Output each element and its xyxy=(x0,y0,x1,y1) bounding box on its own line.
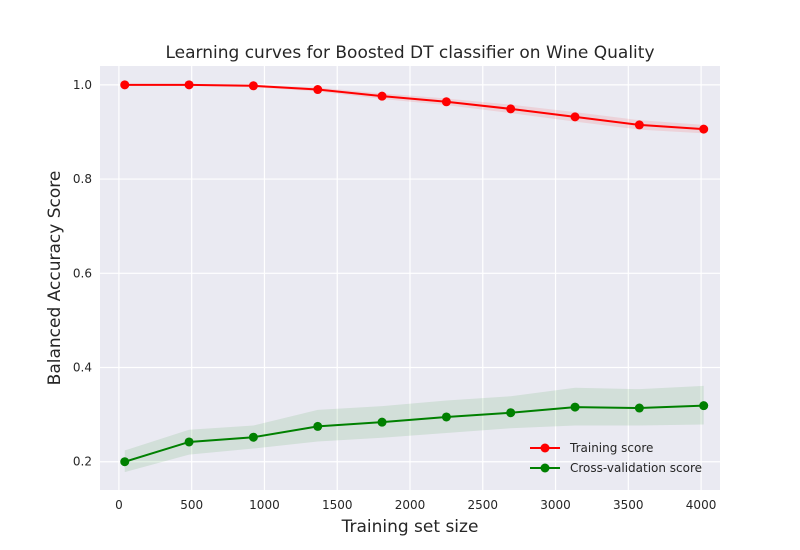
point-training xyxy=(570,112,580,122)
point-training xyxy=(184,80,194,90)
point-cv xyxy=(184,437,194,447)
x-tick-label: 2500 xyxy=(467,498,498,512)
legend-marker-training xyxy=(540,443,550,453)
y-tick-label: 0.6 xyxy=(73,266,92,280)
point-training xyxy=(441,97,451,107)
point-cv xyxy=(120,457,130,467)
point-cv xyxy=(634,403,644,413)
y-tick-labels: 0.2 0.4 0.6 0.8 1.0 xyxy=(73,78,92,469)
point-training xyxy=(313,85,323,95)
y-tick-label: 1.0 xyxy=(73,78,92,92)
x-tick-label: 3500 xyxy=(613,498,644,512)
y-tick-label: 0.8 xyxy=(73,172,92,186)
point-training xyxy=(248,81,258,91)
point-training xyxy=(699,124,709,134)
legend-label-training: Training score xyxy=(569,441,653,455)
x-tick-label: 0 xyxy=(115,498,123,512)
point-cv xyxy=(570,402,580,412)
series-lines xyxy=(124,83,704,463)
point-training xyxy=(120,80,130,90)
x-tick-label: 4000 xyxy=(686,498,717,512)
y-axis-label: Balanced Accuracy Score xyxy=(45,171,65,386)
legend: Training score Cross-validation score xyxy=(530,441,702,475)
band-training xyxy=(124,84,704,134)
x-tick-labels: 0 500 1000 1500 2000 2500 3000 3500 4000 xyxy=(115,498,716,512)
chart-title: Learning curves for Boosted DT classifie… xyxy=(166,43,655,63)
series-points xyxy=(120,80,709,467)
point-cv xyxy=(441,412,451,422)
point-training xyxy=(634,120,644,130)
point-cv xyxy=(313,421,323,431)
x-tick-label: 2000 xyxy=(395,498,426,512)
x-tick-label: 1000 xyxy=(249,498,280,512)
line-training xyxy=(124,83,704,131)
line-cv xyxy=(124,404,704,463)
band-cv xyxy=(124,385,704,473)
point-cv xyxy=(699,401,709,411)
point-cv xyxy=(248,432,258,442)
x-tick-label: 3000 xyxy=(540,498,571,512)
x-tick-label: 500 xyxy=(180,498,203,512)
x-tick-label: 1500 xyxy=(322,498,353,512)
legend-label-cv: Cross-validation score xyxy=(570,461,702,475)
x-axis-label: Training set size xyxy=(341,517,479,537)
grid-lines xyxy=(100,66,720,490)
legend-marker-cv xyxy=(540,463,550,473)
point-cv xyxy=(506,408,516,418)
point-training xyxy=(377,91,387,101)
y-tick-label: 0.4 xyxy=(73,361,92,375)
y-tick-label: 0.2 xyxy=(73,455,92,469)
point-training xyxy=(506,104,516,114)
confidence-bands xyxy=(124,84,704,473)
point-cv xyxy=(377,417,387,427)
